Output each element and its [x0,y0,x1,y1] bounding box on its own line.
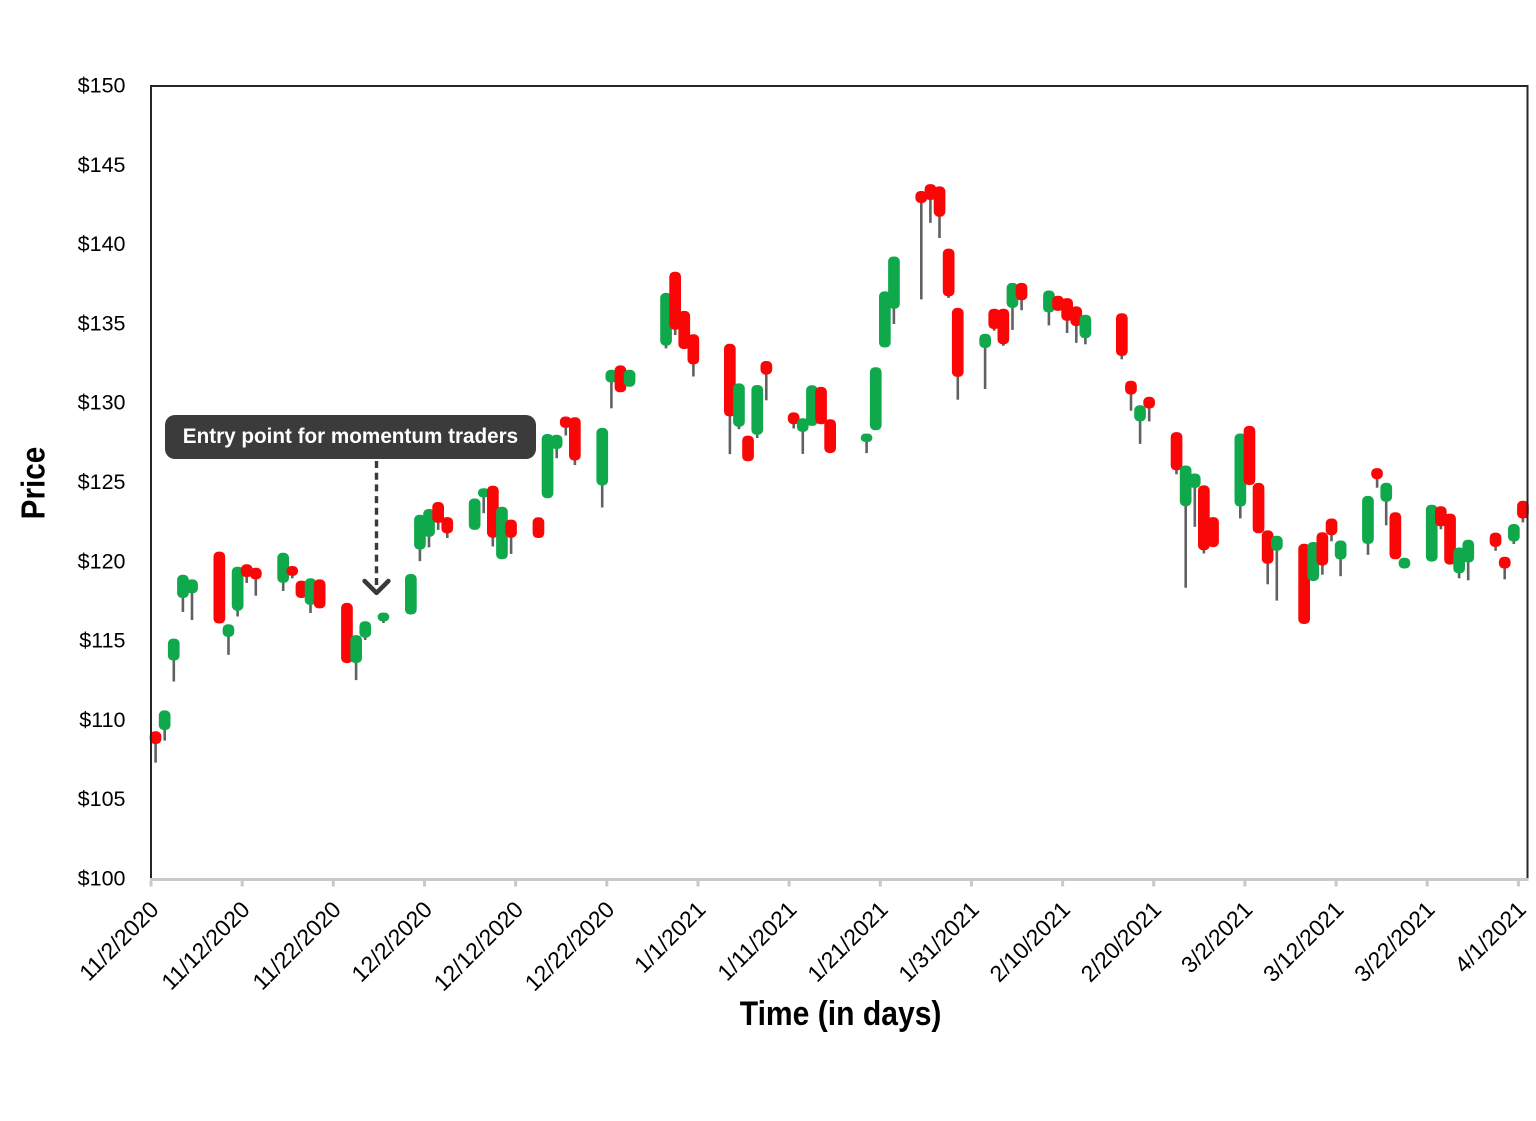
svg-text:11/12/2020: 11/12/2020 [156,896,255,995]
svg-text:$145: $145 [78,153,126,177]
svg-text:12/22/2020: 12/22/2020 [520,896,620,996]
svg-text:Entry point for momentum trade: Entry point for momentum traders [183,425,518,448]
svg-text:2/10/2021: 2/10/2021 [984,896,1075,987]
svg-text:$105: $105 [78,787,126,811]
svg-text:$150: $150 [78,74,126,98]
svg-text:1/11/2021: 1/11/2021 [712,896,802,986]
svg-text:12/12/2020: 12/12/2020 [428,896,528,996]
svg-text:3/12/2021: 3/12/2021 [1258,896,1349,987]
svg-text:3/22/2021: 3/22/2021 [1349,896,1440,987]
svg-text:2/20/2021: 2/20/2021 [1075,896,1166,987]
svg-text:Time (in days): Time (in days) [740,994,942,1032]
svg-text:4/1/2021: 4/1/2021 [1449,896,1531,978]
svg-text:1/1/2021: 1/1/2021 [629,896,711,978]
svg-text:11/2/2020: 11/2/2020 [74,896,164,986]
svg-text:$120: $120 [78,549,126,573]
svg-text:$130: $130 [78,391,126,415]
svg-text:$135: $135 [78,311,126,335]
svg-text:$125: $125 [78,470,126,494]
svg-text:$100: $100 [78,867,126,891]
svg-text:12/2/2020: 12/2/2020 [346,896,437,987]
svg-text:$140: $140 [78,232,126,256]
svg-text:1/21/2021: 1/21/2021 [802,896,893,987]
svg-text:1/31/2021: 1/31/2021 [893,896,984,987]
svg-text:$110: $110 [79,708,125,732]
svg-text:3/2/2021: 3/2/2021 [1176,896,1258,978]
svg-text:11/22/2020: 11/22/2020 [247,896,346,995]
svg-text:$115: $115 [79,629,125,653]
svg-text:Price: Price [15,447,52,520]
